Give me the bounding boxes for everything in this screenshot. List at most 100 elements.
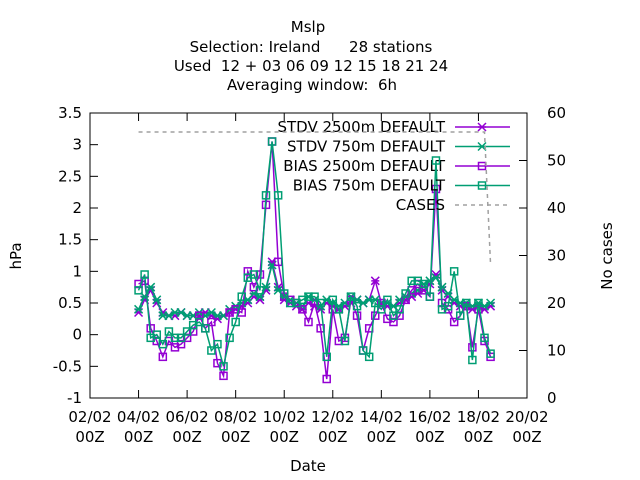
data-point <box>207 346 216 355</box>
data-point <box>255 270 265 279</box>
data-point <box>322 374 331 384</box>
data-point <box>431 273 441 283</box>
y2-tick-label: 20 <box>547 294 566 312</box>
data-point <box>468 355 477 365</box>
title-line: Averaging window: 6h <box>227 76 397 94</box>
y-tick-label: 1 <box>72 262 82 280</box>
x-tick-label: 18/02 00Z <box>456 408 501 446</box>
data-point <box>352 311 362 320</box>
data-point <box>370 276 380 286</box>
data-point <box>468 343 477 352</box>
data-point <box>346 292 356 301</box>
data-point <box>158 339 168 349</box>
data-point <box>219 362 228 371</box>
x-axis-label: Date <box>290 457 326 475</box>
plot-border <box>89 112 528 399</box>
y2-tick-label: 50 <box>547 152 566 170</box>
y2-tick-label: 10 <box>547 342 566 360</box>
y-axis-label: hPa <box>7 242 25 269</box>
data-point <box>477 181 487 190</box>
y2-tick-label: 40 <box>547 199 566 217</box>
x-tick-label: 10/02 00Z <box>262 408 306 446</box>
data-point <box>279 289 289 298</box>
data-point <box>352 301 362 311</box>
data-point <box>170 333 180 343</box>
y-tick-label: 1.5 <box>58 231 82 249</box>
data-point <box>176 333 186 343</box>
data-point <box>140 270 149 279</box>
data-point <box>310 292 319 301</box>
data-point <box>455 311 465 320</box>
data-point <box>407 276 416 286</box>
data-point <box>225 333 234 343</box>
x-tick-label: 14/02 00Z <box>359 408 403 446</box>
data-point <box>477 122 487 132</box>
series-line <box>138 131 492 266</box>
y2-tick-label: 60 <box>547 104 566 122</box>
data-point <box>486 298 496 308</box>
data-point <box>195 317 204 327</box>
x-tick-label: 12/02 00Z <box>311 408 355 446</box>
y-tick-label: -1 <box>67 389 82 407</box>
data-point <box>334 305 344 314</box>
data-point <box>134 304 144 314</box>
data-point <box>304 292 313 301</box>
y-tick-label: 2.5 <box>58 167 82 185</box>
data-point <box>425 292 435 301</box>
y-tick-label: 3 <box>72 136 82 154</box>
data-point <box>474 298 483 308</box>
data-point <box>267 137 277 146</box>
y-tick-label: 2 <box>72 199 82 217</box>
legend-label: BIAS 2500m DEFAULT <box>283 157 446 175</box>
data-point <box>316 298 325 308</box>
data-point <box>340 336 350 346</box>
data-point <box>261 191 271 200</box>
data-point <box>207 317 216 327</box>
data-point <box>377 305 386 314</box>
data-point <box>286 298 295 308</box>
data-point <box>134 286 143 295</box>
y-tick-label: 0.5 <box>58 294 82 312</box>
data-point <box>182 327 192 336</box>
y2-tick-label: 0 <box>547 389 557 407</box>
data-point <box>449 317 459 327</box>
legend-label: STDV 2500m DEFAULT <box>277 118 445 136</box>
data-point <box>431 184 441 194</box>
data-point <box>298 305 307 314</box>
legend-label: CASES <box>396 196 445 214</box>
legend-label: BIAS 750m DEFAULT <box>293 177 446 195</box>
data-point <box>401 289 410 298</box>
data-point <box>164 327 174 336</box>
data-point <box>152 295 162 305</box>
y2-tick-label: 30 <box>547 247 566 265</box>
data-point <box>158 352 168 362</box>
data-point <box>389 311 398 320</box>
data-point <box>328 295 338 305</box>
data-point <box>249 270 259 279</box>
data-point <box>395 305 404 314</box>
data-point <box>237 292 246 301</box>
data-point <box>371 298 380 308</box>
data-point <box>371 311 380 320</box>
y-tick-label: 3.5 <box>58 104 82 122</box>
y-tick-label: -0.5 <box>53 357 82 375</box>
data-point <box>462 298 471 308</box>
data-point <box>364 352 374 362</box>
data-point <box>273 191 283 200</box>
data-point <box>219 371 228 381</box>
data-point <box>304 317 313 327</box>
data-point <box>480 333 489 343</box>
data-point <box>383 295 392 305</box>
x-tick-label: 16/02 00Z <box>408 408 452 446</box>
title-line: Used 12 + 03 06 09 12 15 18 21 24 <box>174 57 448 75</box>
y-tick-label: 0 <box>72 326 82 344</box>
title-line: Mslp <box>291 18 325 36</box>
x-tick-label: 08/02 00Z <box>214 408 258 446</box>
data-point <box>201 324 210 333</box>
data-point <box>213 339 222 349</box>
data-point <box>152 330 162 339</box>
x-tick-label: 02/02 00Z <box>68 408 112 446</box>
data-point <box>486 349 495 358</box>
